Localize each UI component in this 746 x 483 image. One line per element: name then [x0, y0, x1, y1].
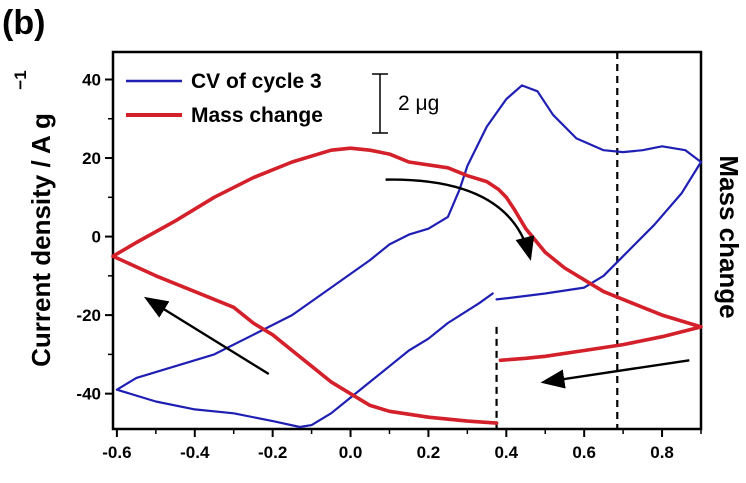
direction-arrow-0 [385, 178, 535, 261]
y-axis-title-text: Current density / A g [26, 113, 56, 367]
x-tick-label: 0.6 [572, 443, 596, 462]
series-layer [111, 84, 703, 429]
plot-area: -0.6 -0.4 -0.2 0.0 0.2 0.4 0.6 0.8 -40 -20 0 20 40 [76, 50, 703, 462]
x-tick-label: 0.0 [339, 443, 363, 462]
y-axis-title: Current density / A g [26, 113, 56, 367]
right-axis-title: Mass change [714, 155, 744, 318]
dashed-lines [495, 52, 619, 429]
y-axis-title-superscript: −1 [11, 70, 30, 89]
x-tick-label: 0.8 [650, 443, 674, 462]
y-tick-label: 20 [82, 149, 101, 168]
x-tick-label: 0.4 [494, 443, 518, 462]
y-tick-label: -20 [76, 306, 101, 325]
y-tick-label: 0 [92, 228, 101, 247]
legend-label-cv: CV of cycle 3 [191, 70, 322, 93]
y-tick-label: -40 [76, 385, 101, 404]
y-axis: -40 -20 0 20 40 [76, 70, 113, 404]
x-tick-label: -0.6 [102, 443, 131, 462]
x-tick-label: -0.4 [180, 443, 210, 462]
direction-arrows [143, 178, 690, 389]
x-tick-label: 0.2 [417, 443, 441, 462]
y-tick-label: 40 [82, 70, 101, 89]
scale-bar: 2 μg [372, 73, 439, 134]
series-line-mass-change [111, 146, 703, 425]
plot-frame [111, 50, 703, 431]
direction-arrow-2 [540, 359, 690, 389]
scale-bar-label: 2 μg [398, 92, 439, 115]
x-tick-label: -0.2 [258, 443, 287, 462]
direction-arrow-1 [143, 296, 270, 376]
x-axis: -0.6 -0.4 -0.2 0.0 0.2 0.4 0.6 0.8 [102, 429, 702, 462]
panel-label: (b) [2, 4, 45, 42]
legend-label-mass: Mass change [191, 104, 323, 127]
legend: CV of cycle 3 Mass change [126, 70, 323, 127]
series-line-cv-cycle-3 [115, 84, 703, 429]
